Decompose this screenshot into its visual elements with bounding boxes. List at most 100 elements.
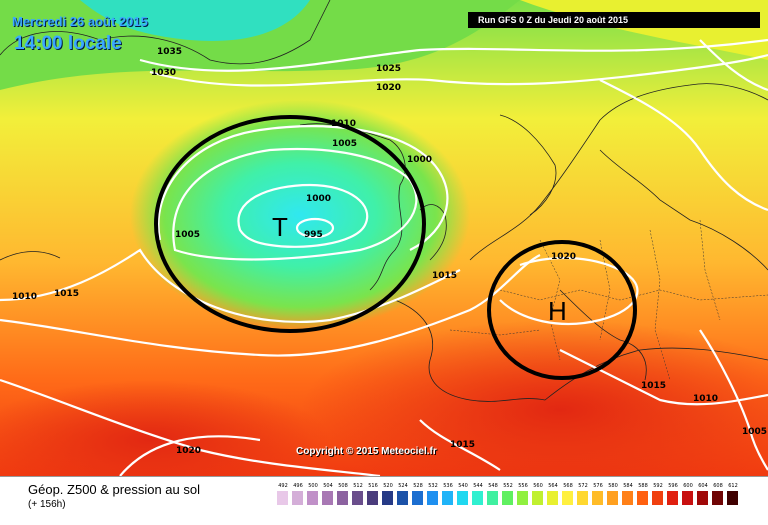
scale-label: 556: [518, 483, 528, 489]
low-pressure-circle: [154, 115, 426, 333]
scale-label: 560: [533, 483, 543, 489]
scale-swatch: [547, 491, 558, 505]
scale-swatch: [682, 491, 693, 505]
isobar-label: 1015: [54, 289, 79, 299]
isobar-label: 1000: [306, 194, 331, 204]
isobar-lines: [0, 38, 768, 476]
scale-label: 512: [353, 483, 363, 489]
isobar-label: 1015: [641, 381, 666, 391]
scale-swatch: [367, 491, 378, 505]
scale-label: 496: [293, 483, 303, 489]
isobar-label: 1010: [693, 394, 718, 404]
scale-label: 524: [398, 483, 408, 489]
scale-swatch: [622, 491, 633, 505]
scale-label: 604: [698, 483, 708, 489]
scale-swatch: [352, 491, 363, 505]
isobar-label: 1005: [332, 139, 357, 149]
isobar-label: 1035: [157, 47, 182, 57]
scale-label: 600: [683, 483, 693, 489]
scale-swatch: [577, 491, 588, 505]
scale-label: 528: [413, 483, 423, 489]
scale-swatch: [652, 491, 663, 505]
scale-swatch: [427, 491, 438, 505]
scale-swatch: [457, 491, 468, 505]
isobar-label: 1010: [331, 119, 356, 129]
scale-swatch: [397, 491, 408, 505]
scale-swatch: [697, 491, 708, 505]
isobar-label: 1030: [151, 68, 176, 78]
legend-title: Géop. Z500 & pression au sol: [28, 482, 200, 497]
scale-label: 548: [488, 483, 498, 489]
low-pressure-core: [130, 100, 470, 330]
heat-core-mediterranean: [300, 320, 768, 476]
borders: [449, 219, 768, 381]
isobar-label: 1025: [376, 64, 401, 74]
scale-label: 608: [713, 483, 723, 489]
scale-swatch: [487, 491, 498, 505]
scale-label: 584: [623, 483, 633, 489]
scale-label: 612: [728, 483, 738, 489]
isobar-label: 1005: [742, 427, 767, 437]
scale-label: 552: [503, 483, 513, 489]
low-pressure-symbol: T: [272, 212, 288, 242]
scale-label: 588: [638, 483, 648, 489]
blue-band-greenland: [80, 0, 310, 41]
scale-swatch: [637, 491, 648, 505]
isobar-label: 1020: [376, 83, 401, 93]
heat-core-atlantic: [0, 380, 330, 476]
model-run-label: Run GFS 0 Z du Jeudi 20 août 2015: [468, 12, 760, 28]
legend-subtitle: (+ 156h): [28, 499, 66, 510]
scale-swatch: [412, 491, 423, 505]
scale-swatch: [472, 491, 483, 505]
scale-label: 504: [323, 483, 333, 489]
scale-swatch: [502, 491, 513, 505]
scale-swatch: [562, 491, 573, 505]
scale-swatch: [442, 491, 453, 505]
scale-label: 532: [428, 483, 438, 489]
isobar-label: 1015: [432, 271, 457, 281]
high-pressure-symbol: H: [548, 296, 567, 326]
scale-label: 500: [308, 483, 318, 489]
scale-label: 564: [548, 483, 558, 489]
scale-swatch: [337, 491, 348, 505]
scale-label: 516: [368, 483, 378, 489]
forecast-local-time: 14:00 locale: [14, 33, 122, 54]
scale-label: 492: [278, 483, 288, 489]
scale-swatch: [667, 491, 678, 505]
scale-label: 576: [593, 483, 603, 489]
forecast-date: Mercredi 26 août 2015: [12, 14, 148, 29]
isobar-label: 995: [304, 230, 323, 240]
scale-swatch: [532, 491, 543, 505]
scale-swatch: [277, 491, 288, 505]
legend-panel: Géop. Z500 & pression au sol (+ 156h) 49…: [0, 476, 768, 525]
scale-swatch: [382, 491, 393, 505]
isobar-label: 1020: [551, 252, 576, 262]
scale-swatch: [517, 491, 528, 505]
isobar-label: 1020: [176, 446, 201, 456]
coastlines: [0, 0, 768, 402]
scale-swatch: [307, 491, 318, 505]
scale-swatch: [292, 491, 303, 505]
scale-label: 508: [338, 483, 348, 489]
scale-label: 520: [383, 483, 393, 489]
scale-swatch: [727, 491, 738, 505]
scale-label: 568: [563, 483, 573, 489]
scale-label: 592: [653, 483, 663, 489]
scale-label: 580: [608, 483, 618, 489]
isobar-label: 1010: [12, 292, 37, 302]
scale-label: 596: [668, 483, 678, 489]
scale-label: 540: [458, 483, 468, 489]
geopotential-map: T H 1035 1030 1025 1020 1010 1005 1000 1…: [0, 0, 768, 476]
copyright-text: Copyright © 2015 Meteociel.fr: [296, 446, 437, 457]
scale-label: 572: [578, 483, 588, 489]
isobar-labels: 1035 1030 1025 1020 1010 1005 1000 1000 …: [12, 47, 767, 456]
isobar-label: 1000: [407, 155, 432, 165]
scale-swatch: [322, 491, 333, 505]
isobar-label: 1015: [450, 440, 475, 450]
scale-label: 536: [443, 483, 453, 489]
scale-swatch: [712, 491, 723, 505]
scale-swatch: [607, 491, 618, 505]
scale-label: 544: [473, 483, 483, 489]
scale-swatch: [592, 491, 603, 505]
